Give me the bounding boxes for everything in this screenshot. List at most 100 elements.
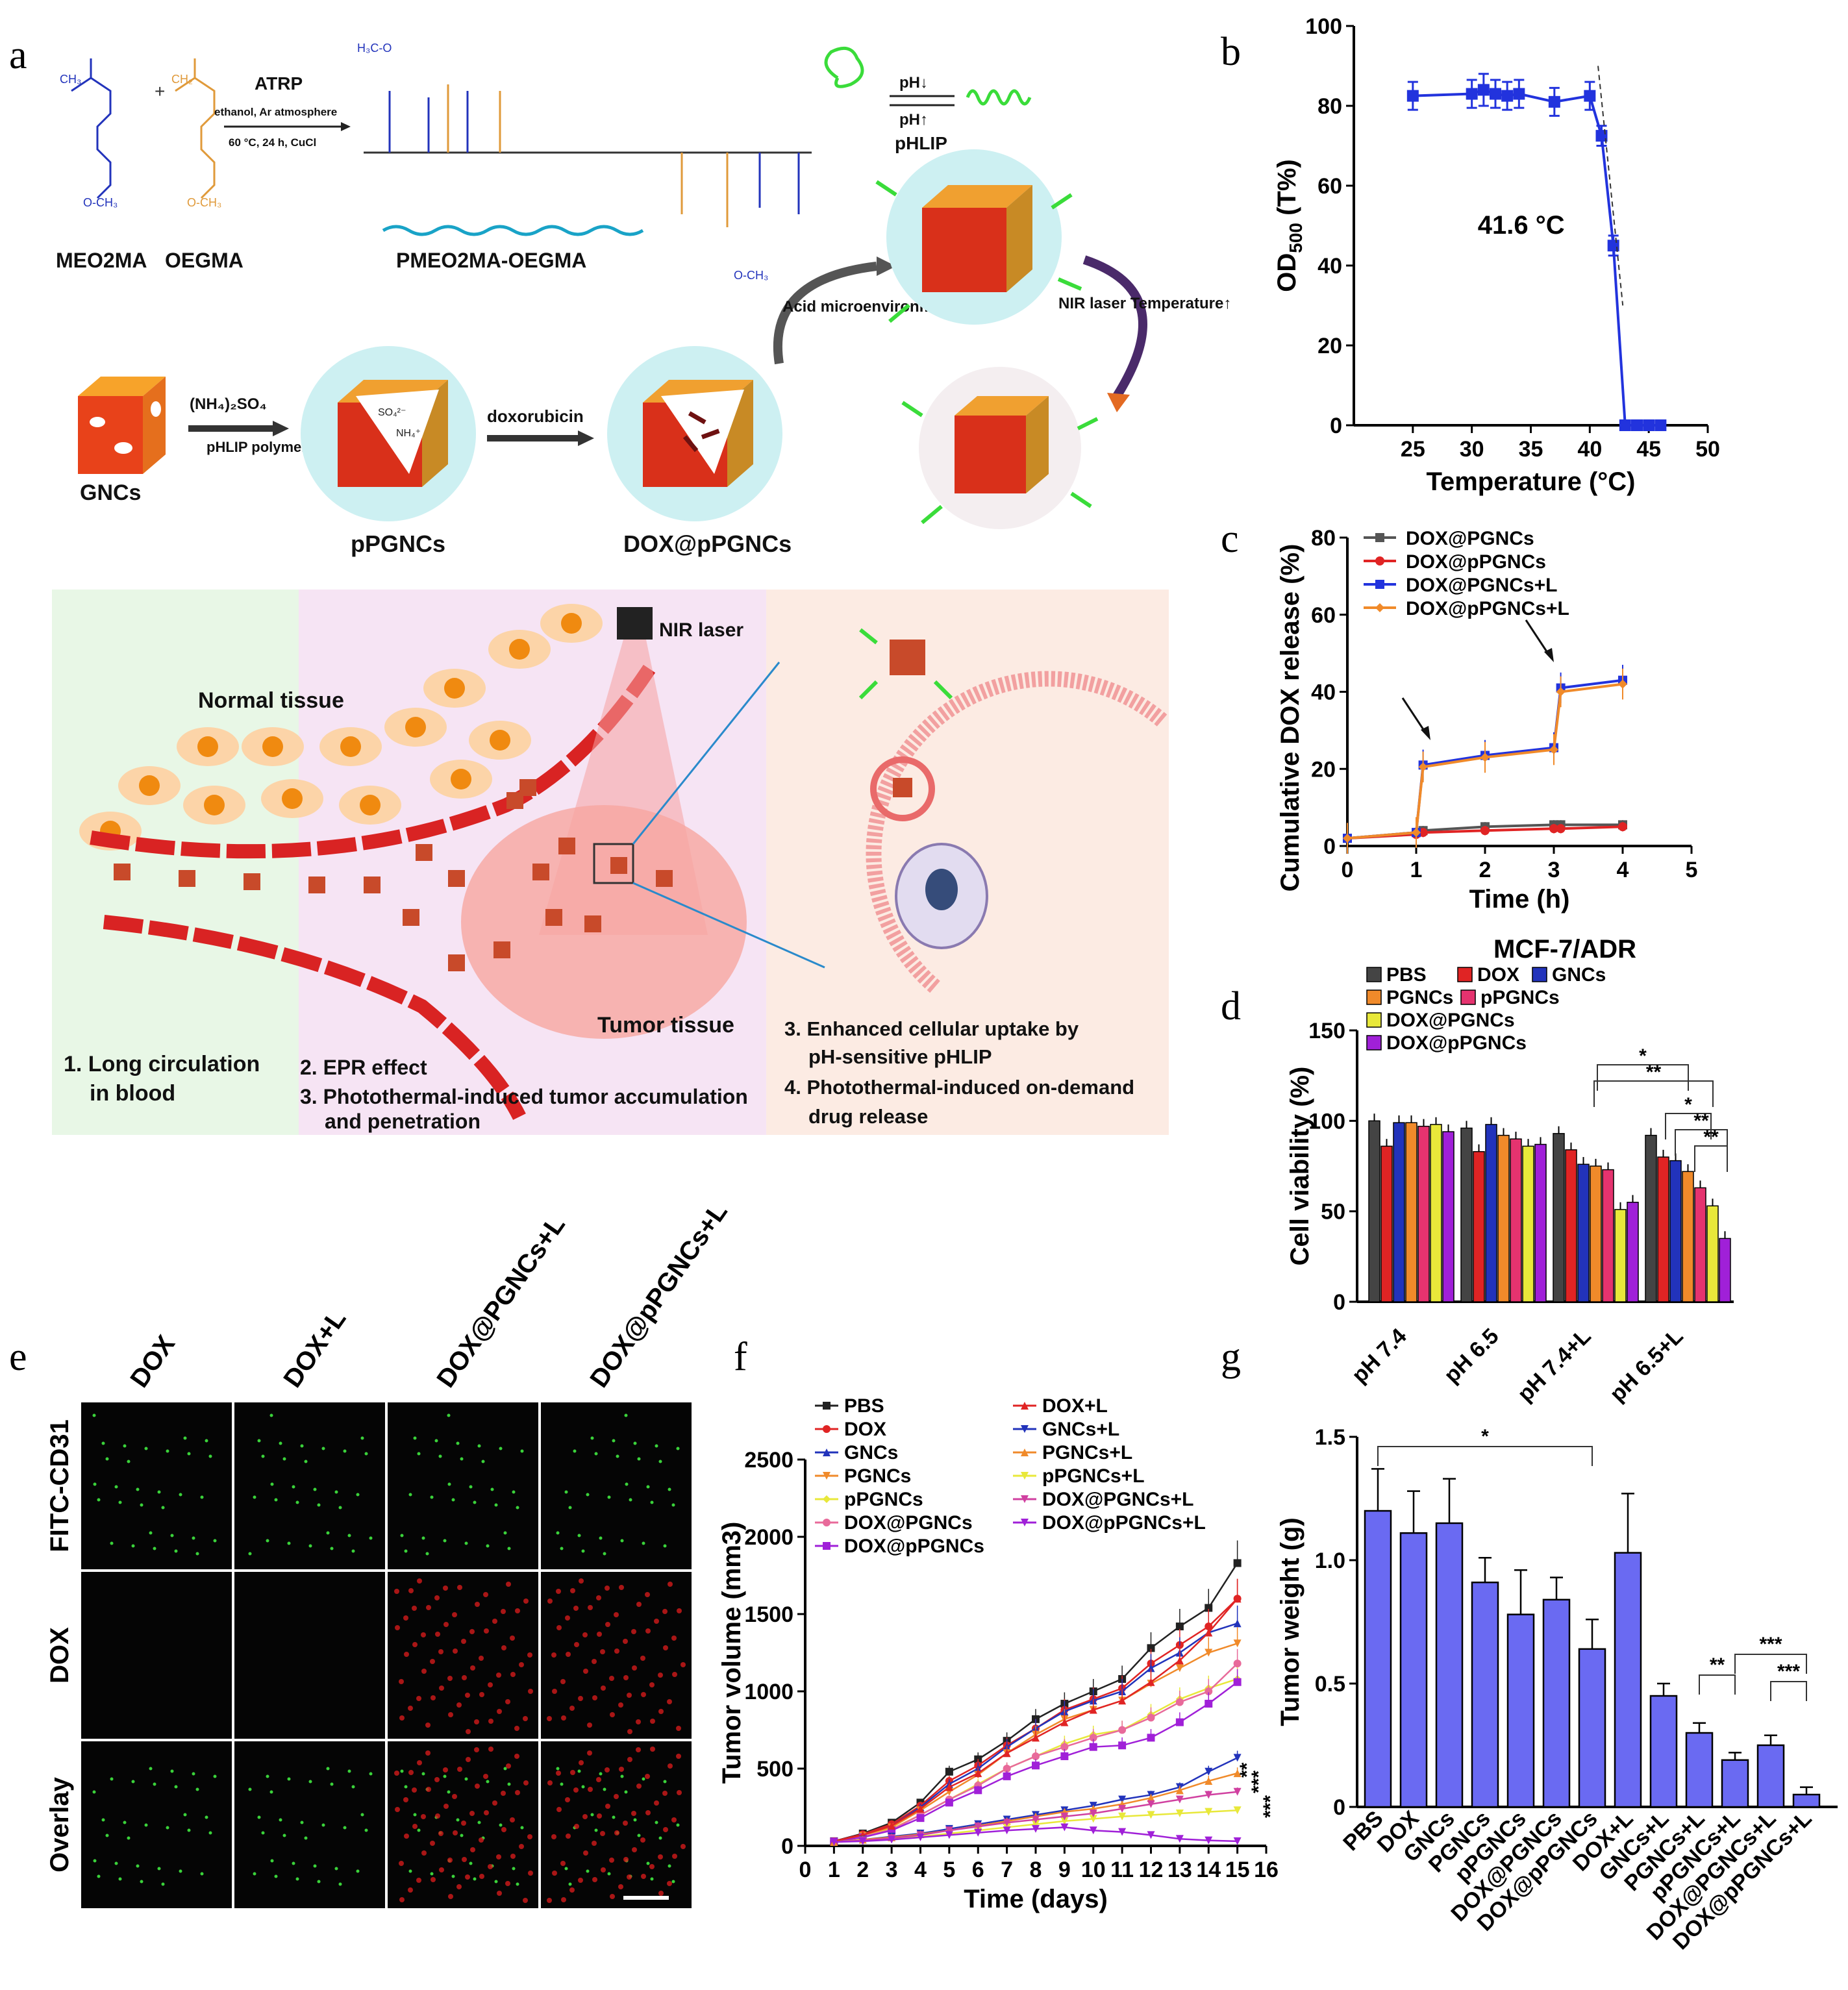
red-signal [505,1881,510,1886]
green-signal [338,1506,342,1510]
red-signal [623,1821,628,1826]
red-signal [465,1874,470,1880]
green-signal [321,1823,325,1827]
x-tick-label: 4 [1617,858,1629,882]
red-signal [592,1695,597,1700]
bar [1721,1759,1749,1808]
green-signal [499,1823,503,1827]
red-signal [627,1874,632,1880]
red-signal [484,1628,489,1634]
data-point [1089,1826,1097,1835]
red-signal [505,1699,510,1704]
y-tick-label: 100 [1305,14,1342,39]
green-signal [494,1503,498,1507]
data-point [1060,1752,1069,1760]
micrograph-tile [541,1572,692,1739]
data-point [1118,1795,1127,1804]
green-signal [447,1790,451,1794]
green-signal [93,1859,97,1863]
y-tick-label: 1500 [744,1602,793,1627]
green-signal [343,1826,347,1830]
sig-bracket [1699,1674,1736,1695]
x-tick-label: 25 [1401,437,1425,462]
green-signal [321,1447,325,1450]
ppgncs-so4-label: SO₄²⁻ [378,407,406,418]
green-signal [308,1780,312,1784]
green-signal [464,1777,468,1781]
green-signal [404,1785,408,1789]
green-signal [208,1454,212,1458]
green-signal [616,1454,619,1458]
green-signal [599,1536,603,1540]
red-signal [631,1629,636,1634]
data-point [1549,824,1558,834]
legend-marker [823,1449,830,1456]
legend-label: DOX@pPGNCs [1406,551,1546,573]
green-signal [400,1769,404,1773]
data-point [1003,1819,1011,1827]
micrograph-tile [81,1741,232,1908]
normal-tissue-label: Normal tissue [198,688,344,713]
sig-label: *** [1248,1771,1269,1793]
red-signal [457,1585,462,1590]
green-signal [581,1549,585,1553]
red-signal [596,1777,601,1782]
green-signal [110,1777,114,1781]
y-tick-label: 0 [1333,1290,1345,1315]
data-point [1205,1628,1213,1637]
data-point [1233,1595,1242,1603]
bar [1685,1732,1714,1808]
x-tick-label: 1 [828,1858,840,1882]
red-signal [614,1648,619,1654]
y-axis-title: OD500 (T%) [1273,159,1306,292]
data-point [1089,1743,1097,1751]
gncs-label: GNCs [80,480,141,505]
red-signal [399,1897,405,1902]
x-tick-label: 0 [799,1858,812,1882]
panel-e-images: DOX DOX+L DOX@PGNCs+L DOX@pPGNCs+L FITC-CD31… [45,1198,733,1908]
data-point [1548,95,1560,108]
y-axis-title: Tumor weight (g) [1276,1517,1305,1726]
green-signal [92,1790,96,1794]
release-particle-icon [901,367,1099,529]
phlip-particle-icon [875,149,1082,325]
red-signal [457,1767,462,1772]
legend-label: GNCs [844,1442,898,1463]
data-point [1147,1644,1155,1652]
meo2ma-label: MEO2MA [56,249,147,272]
green-signal [668,1487,671,1491]
green-signal [308,1544,312,1548]
green-signal [590,1436,594,1440]
polymer-structure [364,84,812,227]
green-signal [292,1485,295,1489]
polymer-wave-icon [382,225,644,236]
green-signal [473,1500,477,1504]
legend-marker [1021,1449,1029,1456]
legend-marker [1375,533,1384,542]
green-signal [144,1447,148,1450]
data-point [1233,1559,1242,1567]
data-point [1003,1826,1011,1835]
red-signal [514,1726,519,1731]
bar-5 [1430,1124,1442,1302]
green-signal [447,1413,451,1417]
step5b-label: drug release [808,1105,928,1128]
red-signal [483,1592,488,1597]
green-signal [114,1485,118,1489]
legend-label: DOX@PGNCs+L [1042,1489,1193,1510]
green-signal [590,1813,594,1817]
green-signal [413,1813,417,1817]
red-signal [671,1817,677,1822]
green-signal [473,1877,477,1881]
y-tick-label: 50 [1321,1200,1345,1225]
red-signal [636,1719,641,1724]
legend-label: PGNCs [1386,987,1453,1008]
green-signal [607,1872,611,1876]
oegma-och3-label: O-CH₃ [187,196,221,209]
red-signal [501,1609,506,1614]
data-point [974,1828,982,1837]
category-label: pH 7.4 [1347,1324,1412,1388]
data-point [1147,1800,1155,1808]
svg-text:+: + [155,81,165,101]
